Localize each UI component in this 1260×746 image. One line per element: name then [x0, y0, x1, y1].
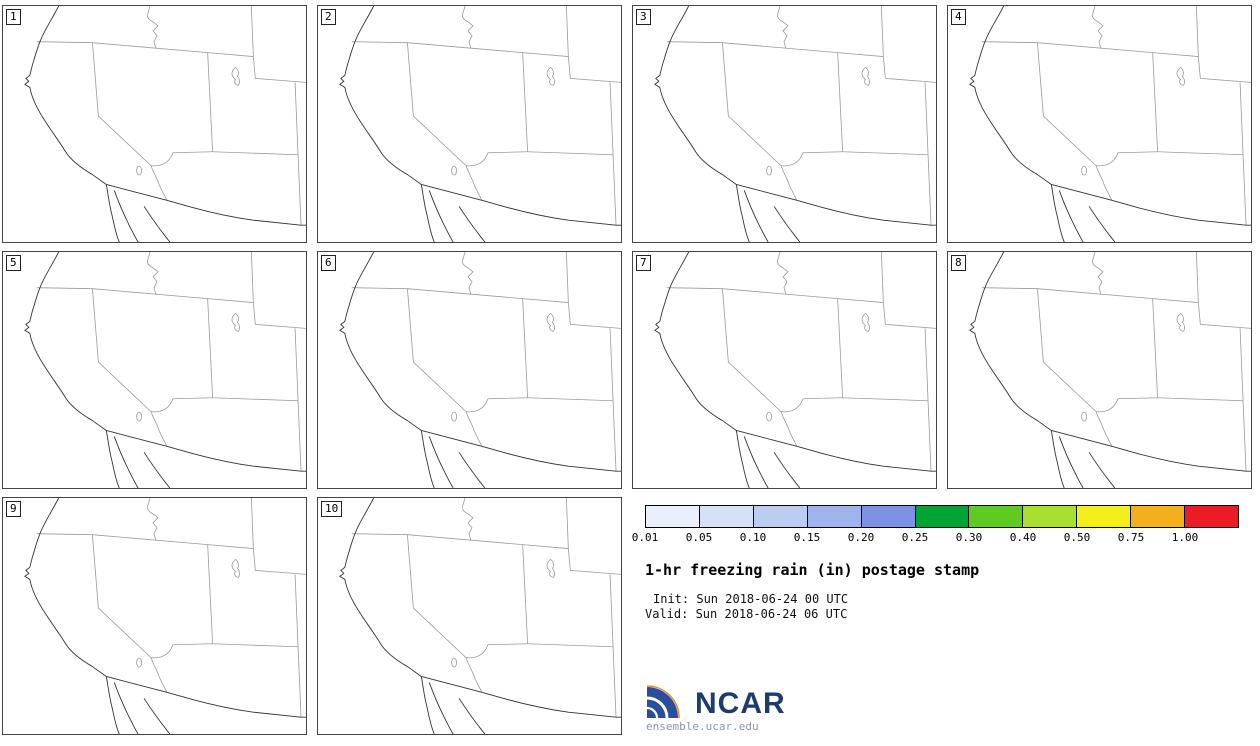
colorbar-tick-label: 0.25 [901, 531, 929, 544]
colorbar-tick-label: 0.40 [1009, 531, 1037, 544]
colorbar-tick-label: 0.10 [739, 531, 767, 544]
southwest-us-map [24, 498, 306, 734]
colorbar-segment [1185, 506, 1238, 527]
forecast-panel: 9 [2, 497, 307, 735]
ensemble-site-text: ensemble.ucar.edu [646, 720, 759, 733]
southwest-us-map [339, 498, 621, 734]
panel-number-label: 6 [321, 255, 336, 271]
colorbar [645, 505, 1239, 528]
panel-number-label: 2 [321, 9, 336, 25]
forecast-panel: 4 [947, 5, 1252, 243]
forecast-panel: 1 [2, 5, 307, 243]
colorbar-tick-label: 0.50 [1063, 531, 1091, 544]
forecast-panel: 2 [317, 5, 622, 243]
colorbar-segment [969, 506, 1024, 527]
ncar-wordmark: NCAR [695, 687, 786, 720]
panel-number-label: 9 [6, 501, 21, 517]
forecast-panel: 8 [947, 251, 1252, 489]
southwest-us-map [969, 6, 1251, 242]
forecast-panel: 10 [317, 497, 622, 735]
colorbar-tick-label: 0.75 [1117, 531, 1145, 544]
colorbar-segment [807, 506, 862, 527]
colorbar-segment [699, 506, 754, 527]
panel-number-label: 3 [636, 9, 651, 25]
southwest-us-map [339, 252, 621, 488]
colorbar-segment [1023, 506, 1078, 527]
colorbar-tick-label: 0.05 [685, 531, 713, 544]
forecast-panel: 6 [317, 251, 622, 489]
southwest-us-map [24, 252, 306, 488]
forecast-panel: 7 [632, 251, 937, 489]
southwest-us-map [339, 6, 621, 242]
colorbar-segment [646, 506, 700, 527]
panel-number-label: 8 [951, 255, 966, 271]
colorbar-ticks: 0.01 0.05 0.10 0.15 0.20 0.25 0.30 0.40 0.50 0.75… [632, 531, 1239, 544]
colorbar-segment [915, 506, 970, 527]
southwest-us-map [969, 252, 1251, 488]
ncar-logo-row: NCAR [646, 684, 786, 720]
southwest-us-map [654, 6, 936, 242]
valid-time-text: Valid: Sun 2018-06-24 06 UTC [645, 607, 848, 621]
legend-area: 0.01 0.05 0.10 0.15 0.20 0.25 0.30 0.40 0.50 0.75… [632, 497, 1252, 735]
colorbar-tick-label: 1.00 [1171, 531, 1199, 544]
plot-title: 1-hr freezing rain (in) postage stamp [645, 561, 980, 579]
colorbar-segment [861, 506, 916, 527]
colorbar-tick-label: 0.20 [847, 531, 875, 544]
colorbar-tick-label: 0.30 [955, 531, 983, 544]
southwest-us-map [654, 252, 936, 488]
colorbar-segment [753, 506, 808, 527]
panel-number-label: 1 [6, 9, 21, 25]
init-time-text: Init: Sun 2018-06-24 00 UTC [653, 592, 849, 606]
panel-number-label: 10 [321, 501, 343, 517]
colorbar-tick-label: 0.15 [793, 531, 821, 544]
colorbar-tick-label: 0.01 [631, 531, 659, 544]
panel-number-label: 5 [6, 255, 21, 271]
forecast-panel: 5 [2, 251, 307, 489]
forecast-panel: 3 [632, 5, 937, 243]
colorbar-segment [1131, 506, 1186, 527]
panel-number-label: 4 [951, 9, 966, 25]
southwest-us-map [24, 6, 306, 242]
ncar-logo-icon [646, 685, 680, 718]
ncar-logo-block: NCAR ensemble.ucar.edu [646, 684, 786, 733]
colorbar-segment [1077, 506, 1132, 527]
panel-number-label: 7 [636, 255, 651, 271]
